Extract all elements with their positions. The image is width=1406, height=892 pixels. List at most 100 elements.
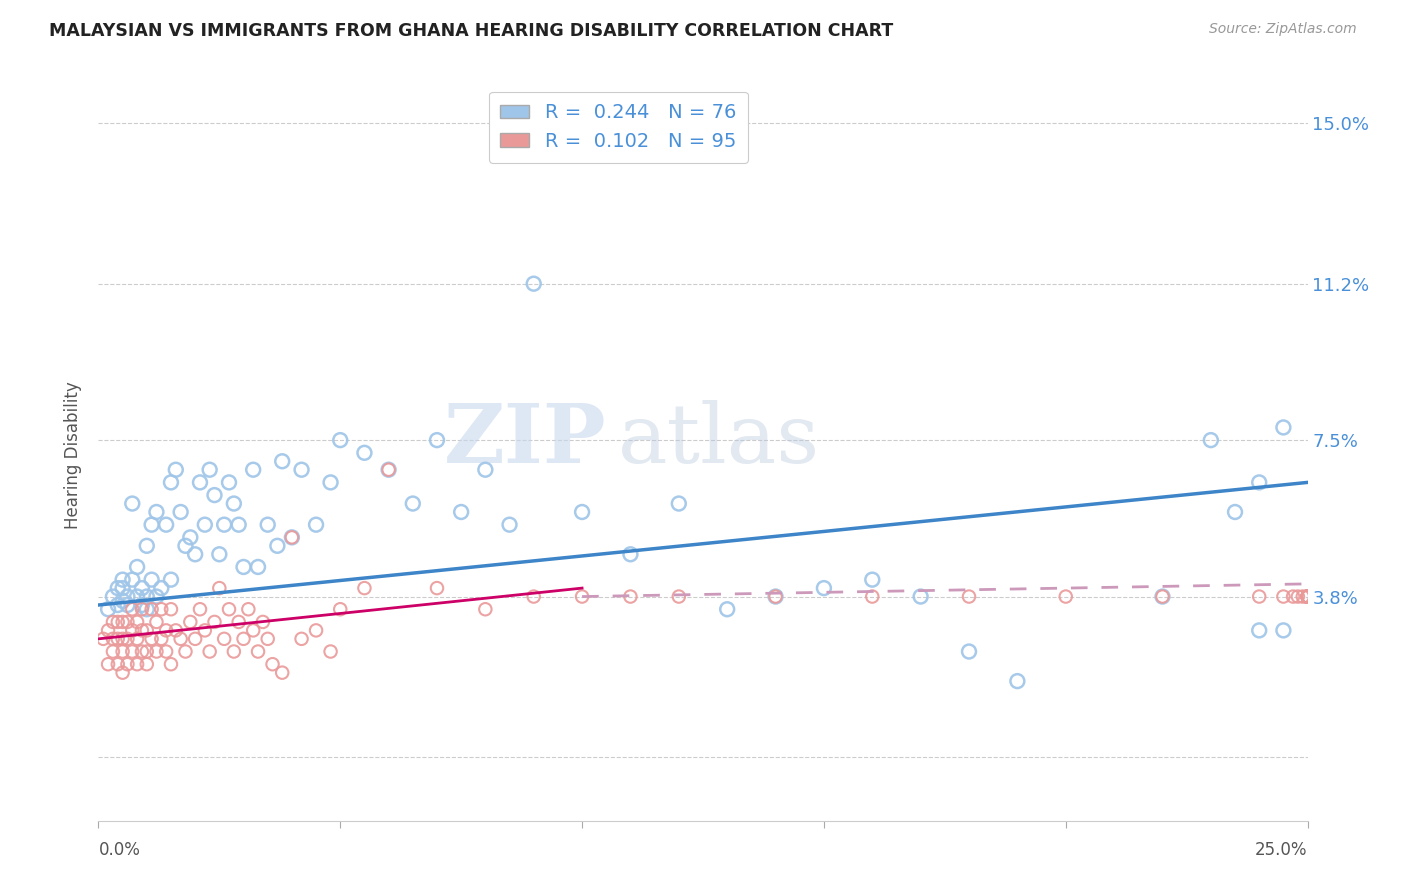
Point	[160, 657, 183, 672]
Point	[353, 446, 375, 460]
Point	[1296, 590, 1319, 604]
Point	[619, 547, 641, 561]
Legend: R =  0.244   N = 76, R =  0.102   N = 95: R = 0.244 N = 76, R = 0.102 N = 95	[489, 92, 748, 162]
Point	[1296, 590, 1319, 604]
Point	[155, 624, 177, 638]
Point	[910, 590, 932, 604]
Point	[1296, 590, 1319, 604]
Point	[305, 624, 328, 638]
Point	[169, 632, 191, 646]
Point	[860, 590, 883, 604]
Point	[523, 277, 546, 291]
Point	[1296, 590, 1319, 604]
Point	[1296, 590, 1319, 604]
Text: 25.0%: 25.0%	[1256, 841, 1308, 859]
Point	[1249, 624, 1271, 638]
Point	[860, 573, 883, 587]
Point	[232, 560, 254, 574]
Point	[165, 463, 187, 477]
Point	[111, 632, 134, 646]
Point	[174, 644, 197, 658]
Point	[1296, 590, 1319, 604]
Point	[1007, 674, 1029, 689]
Point	[135, 590, 157, 604]
Point	[184, 632, 207, 646]
Point	[716, 602, 738, 616]
Point	[1152, 590, 1174, 604]
Point	[281, 530, 304, 544]
Point	[218, 475, 240, 490]
Point	[571, 590, 593, 604]
Point	[107, 632, 129, 646]
Point	[135, 657, 157, 672]
Point	[1286, 590, 1309, 604]
Point	[160, 602, 183, 616]
Point	[247, 644, 270, 658]
Point	[165, 624, 187, 638]
Point	[208, 547, 231, 561]
Point	[145, 644, 167, 658]
Point	[127, 632, 149, 646]
Point	[101, 644, 124, 658]
Point	[252, 615, 274, 629]
Point	[107, 598, 129, 612]
Point	[1296, 590, 1319, 604]
Point	[1282, 590, 1305, 604]
Text: MALAYSIAN VS IMMIGRANTS FROM GHANA HEARING DISABILITY CORRELATION CHART: MALAYSIAN VS IMMIGRANTS FROM GHANA HEARI…	[49, 22, 893, 40]
Point	[135, 624, 157, 638]
Text: Source: ZipAtlas.com: Source: ZipAtlas.com	[1209, 22, 1357, 37]
Point	[1296, 590, 1319, 604]
Point	[619, 590, 641, 604]
Text: 0.0%: 0.0%	[98, 841, 141, 859]
Point	[121, 624, 143, 638]
Point	[145, 590, 167, 604]
Point	[208, 581, 231, 595]
Point	[242, 624, 264, 638]
Point	[127, 590, 149, 604]
Point	[426, 433, 449, 447]
Point	[174, 539, 197, 553]
Point	[179, 615, 201, 629]
Point	[111, 581, 134, 595]
Y-axis label: Hearing Disability: Hearing Disability	[65, 381, 83, 529]
Point	[1152, 590, 1174, 604]
Point	[290, 632, 312, 646]
Point	[212, 517, 235, 532]
Point	[957, 590, 980, 604]
Point	[238, 602, 260, 616]
Point	[402, 497, 425, 511]
Point	[97, 624, 120, 638]
Point	[160, 573, 183, 587]
Point	[111, 665, 134, 680]
Point	[668, 497, 690, 511]
Point	[523, 590, 546, 604]
Point	[813, 581, 835, 595]
Point	[668, 590, 690, 604]
Point	[228, 517, 250, 532]
Point	[1292, 590, 1315, 604]
Point	[1272, 624, 1295, 638]
Point	[319, 644, 342, 658]
Point	[1249, 590, 1271, 604]
Point	[319, 475, 342, 490]
Point	[194, 517, 217, 532]
Point	[131, 602, 153, 616]
Point	[150, 581, 173, 595]
Point	[150, 632, 173, 646]
Point	[127, 615, 149, 629]
Point	[222, 497, 245, 511]
Point	[1223, 505, 1246, 519]
Point	[141, 602, 163, 616]
Point	[179, 530, 201, 544]
Point	[290, 463, 312, 477]
Point	[256, 517, 278, 532]
Point	[135, 602, 157, 616]
Point	[474, 463, 496, 477]
Point	[262, 657, 284, 672]
Point	[271, 454, 294, 468]
Point	[141, 517, 163, 532]
Point	[1272, 590, 1295, 604]
Point	[101, 615, 124, 629]
Point	[1249, 475, 1271, 490]
Point	[127, 657, 149, 672]
